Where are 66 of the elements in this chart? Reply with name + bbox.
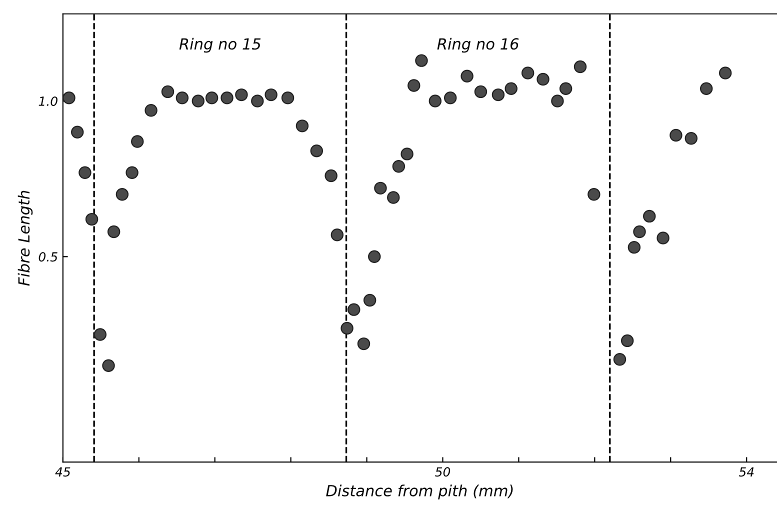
point: [670, 128, 682, 142]
point: [85, 212, 98, 226]
point: [408, 79, 420, 92]
point: [374, 182, 387, 195]
point: [415, 54, 428, 67]
annotation: Ring no 16: [437, 38, 519, 53]
point: [324, 169, 338, 182]
point: [620, 334, 634, 348]
point: [368, 250, 381, 264]
point: [474, 85, 488, 98]
point: [536, 72, 550, 86]
point: [348, 303, 360, 316]
point: [357, 337, 370, 350]
point: [281, 92, 294, 104]
point: [102, 359, 115, 372]
y-tick-label: 0.5: [38, 252, 58, 262]
x-tick-label: 45: [55, 467, 70, 477]
point: [144, 104, 158, 117]
x-tick-label: 54: [738, 467, 754, 477]
point: [330, 228, 344, 242]
point: [428, 94, 442, 108]
point: [633, 225, 646, 238]
point: [444, 92, 457, 104]
point: [220, 92, 234, 104]
point: [656, 232, 670, 244]
point: [176, 92, 189, 104]
point: [264, 88, 278, 102]
point: [126, 166, 138, 179]
point: [400, 148, 414, 160]
point: [340, 322, 354, 335]
point: [559, 82, 572, 95]
point: [504, 82, 518, 95]
point: [628, 240, 641, 254]
point: [192, 94, 205, 108]
point: [116, 188, 129, 201]
point: [62, 92, 76, 104]
point: [392, 160, 406, 173]
y-axis-title: Fibre Length: [18, 190, 33, 286]
y-tick-label: 1.0: [38, 96, 58, 106]
point: [588, 188, 600, 201]
point: [460, 70, 474, 82]
x-axis-title: Distance from pith (mm): [326, 484, 513, 500]
point: [251, 94, 264, 108]
point: [718, 66, 732, 80]
point: [94, 328, 107, 341]
point: [235, 88, 248, 102]
point: [78, 166, 92, 179]
point: [310, 144, 324, 158]
point: [521, 66, 534, 80]
point: [492, 88, 505, 102]
point: [700, 82, 713, 95]
point: [161, 85, 174, 98]
point: [131, 135, 144, 148]
point: [107, 225, 120, 238]
point: [363, 294, 376, 307]
point: [296, 120, 309, 132]
point: [387, 191, 400, 204]
point: [551, 94, 564, 108]
point: [613, 353, 626, 366]
point: [684, 132, 698, 145]
point: [71, 126, 84, 139]
point: [643, 210, 656, 223]
x-tick-label: 50: [435, 467, 450, 477]
point: [574, 60, 587, 74]
point: [205, 92, 218, 104]
annotation: Ring no 15: [179, 38, 261, 53]
